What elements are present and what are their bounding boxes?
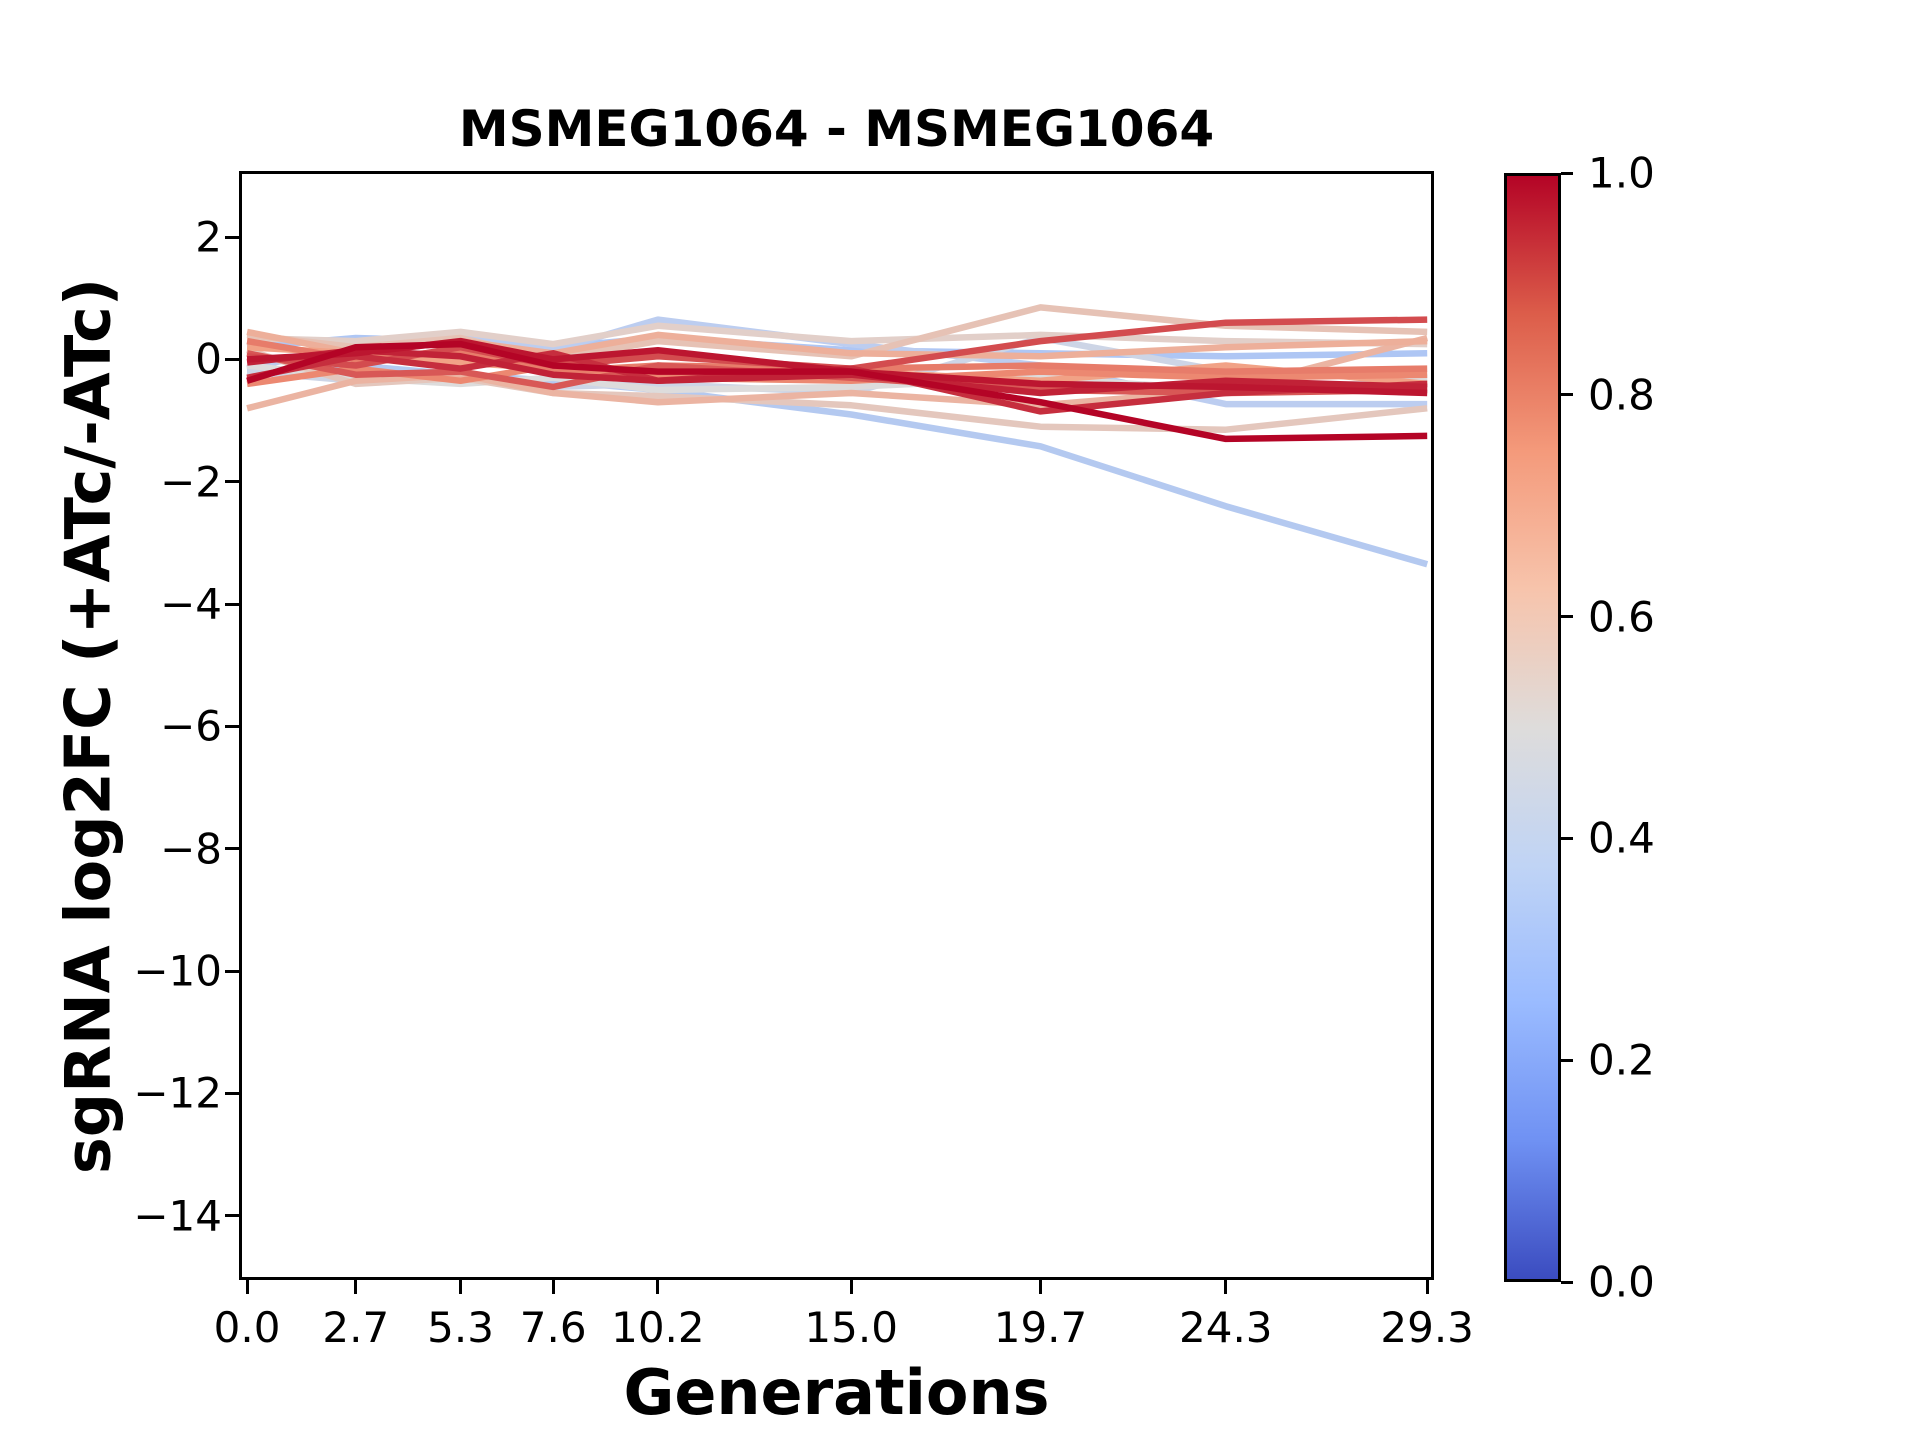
y-tick-label: −2 (160, 457, 222, 507)
y-tick-label: −12 (133, 1068, 222, 1118)
colorbar-tick-label: 0.0 (1588, 1257, 1655, 1307)
x-tick-label: 2.7 (322, 1303, 390, 1352)
x-tick-label: 5.3 (427, 1303, 494, 1352)
x-tick (1038, 1280, 1042, 1294)
y-tick-label: 2 (195, 212, 222, 262)
x-tick (551, 1280, 555, 1294)
chart-title: MSMEG1064 - MSMEG1064 (458, 100, 1215, 158)
x-tick (354, 1280, 358, 1294)
y-tick (225, 1091, 239, 1095)
colorbar-tick (1561, 1280, 1573, 1284)
sgrna-line (247, 322, 1428, 348)
y-tick-label: −10 (133, 946, 222, 996)
x-tick (459, 1280, 463, 1294)
colorbar-tick (1561, 615, 1573, 619)
x-tick-label: 19.7 (993, 1303, 1088, 1352)
x-tick (1425, 1280, 1429, 1294)
x-tick-label: 10.2 (611, 1303, 705, 1352)
y-tick (225, 1214, 239, 1218)
x-tick (656, 1280, 660, 1294)
x-tick-label: 24.3 (1179, 1303, 1273, 1352)
y-tick-label: −6 (160, 701, 222, 751)
y-tick-label: −14 (133, 1191, 222, 1241)
colorbar (1504, 173, 1561, 1282)
y-tick (225, 235, 239, 239)
x-tick (1224, 1280, 1228, 1294)
x-axis-label: Generations (623, 1356, 1050, 1429)
colorbar-tick (1561, 393, 1573, 397)
y-tick (225, 724, 239, 728)
x-tick (849, 1280, 853, 1294)
y-tick (225, 847, 239, 851)
colorbar-tick-label: 0.6 (1588, 592, 1655, 642)
sgrna-line (246, 350, 1428, 397)
colorbar-tick (1561, 836, 1573, 840)
y-tick (225, 602, 239, 606)
x-tick-label: 15.0 (804, 1303, 898, 1352)
colorbar-tick (1561, 1058, 1573, 1062)
colorbar-tick-label: 0.8 (1588, 370, 1655, 420)
y-tick (225, 480, 239, 484)
y-tick (225, 357, 239, 361)
colorbar-tick-label: 0.2 (1588, 1035, 1655, 1085)
y-tick-label: −4 (160, 579, 222, 629)
x-tick-label: 0.0 (213, 1303, 281, 1352)
x-tick (245, 1280, 249, 1294)
colorbar-tick-label: 1.0 (1588, 148, 1655, 198)
x-tick-label: 7.6 (519, 1303, 587, 1352)
y-tick (225, 969, 239, 973)
y-tick-label: 0 (195, 334, 222, 384)
x-tick-label: 29.3 (1380, 1303, 1474, 1352)
colorbar-tick-label: 0.4 (1588, 813, 1655, 863)
y-tick-label: −8 (160, 824, 222, 874)
sgrna-line (246, 340, 1428, 443)
colorbar-tick (1561, 171, 1573, 175)
